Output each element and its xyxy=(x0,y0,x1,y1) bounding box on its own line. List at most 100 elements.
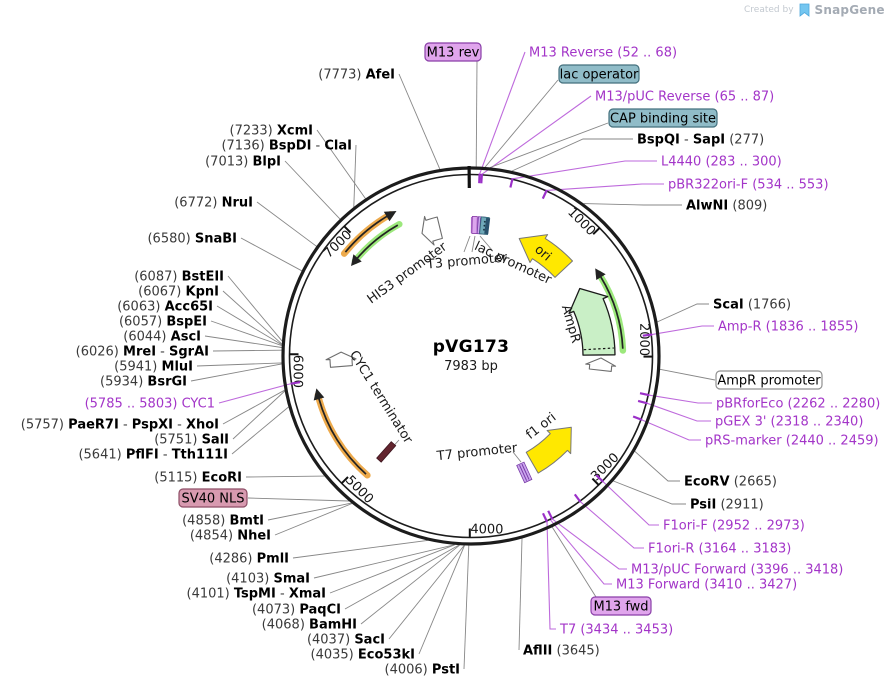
t7-promoter-label[interactable]: T7 promoter xyxy=(435,441,518,465)
leader-line xyxy=(479,51,526,175)
map-label-6063-acc65i[interactable]: (6063) Acc65I xyxy=(117,300,213,315)
leader-line xyxy=(204,335,282,348)
map-label-4037-saci[interactable]: (4037) SacI xyxy=(307,633,385,648)
leader-line xyxy=(256,201,317,247)
label-part: SalI xyxy=(202,433,229,448)
map-label-bspqi-sapi-277[interactable]: BspQI - SapI (277) xyxy=(637,133,764,148)
t3-promoter-label[interactable]: T3 promoter xyxy=(425,250,508,272)
map-label-m13-puc-reverse-65-87[interactable]: M13/pUC Reverse (65 .. 87) xyxy=(595,90,774,105)
map-label-t7-3434-3453[interactable]: T7 (3434 .. 3453) xyxy=(559,623,673,638)
watermark-created-by: Created by xyxy=(744,5,794,15)
map-label-7013-blpi[interactable]: (7013) BlpI xyxy=(205,155,281,170)
map-label-5757-paer7i-pspxi-xhoi[interactable]: (5757) PaeR7I - PspXI - XhoI xyxy=(21,418,219,433)
map-label-aflii-3645[interactable]: AflII (3645) xyxy=(523,644,600,659)
map-label-f1ori-r-3164-3183[interactable]: F1ori-R (3164 .. 3183) xyxy=(648,542,791,557)
map-label-6067-kpni[interactable]: (6067) KpnI xyxy=(138,285,219,300)
his3-promoter-label[interactable]: HIS3 promoter xyxy=(365,239,451,307)
ampr-promoter-feature-box[interactable]: AmpR promoter xyxy=(715,370,823,390)
leader-line xyxy=(512,160,657,180)
cap-binding-site-feature-box[interactable]: CAP binding site xyxy=(608,108,718,128)
sv40-nls-feature-box[interactable]: SV40 NLS xyxy=(178,488,248,508)
label-part: (6087) xyxy=(134,270,181,285)
map-label-6057-bspei[interactable]: (6057) BspEI xyxy=(119,315,207,330)
orf-arc-left-orange[interactable] xyxy=(313,388,371,479)
map-label-alwni-809[interactable]: AlwNI (809) xyxy=(686,199,767,214)
map-label-prs-marker-2440-2459[interactable]: pRS-marker (2440 .. 2459) xyxy=(705,434,879,449)
m13-reverse-site-mark[interactable] xyxy=(471,216,478,234)
t7-promoter-site-mark-stripe xyxy=(521,463,530,480)
label-part: pBRforEco (2262 .. 2280) xyxy=(716,397,880,412)
map-label-4035-eco53ki[interactable]: (4035) Eco53kI xyxy=(311,648,415,663)
map-label-m13-puc-forward-3396-3418[interactable]: M13/pUC Forward (3396 .. 3418) xyxy=(631,563,843,578)
map-label-scai-1766[interactable]: ScaI (1766) xyxy=(713,298,791,313)
map-label-4068-bamhi[interactable]: (4068) BamHI xyxy=(262,618,357,633)
map-label-7136-bspdi-clai[interactable]: (7136) BspDI - ClaI xyxy=(221,139,352,154)
cap-binding-site-mark-dot xyxy=(483,220,486,223)
map-label-7233-xcmi[interactable]: (7233) XcmI xyxy=(230,124,314,139)
ampr-promoter-feature-box-rect xyxy=(715,370,823,390)
orf-arc-top-orange[interactable] xyxy=(340,211,397,257)
cyc1-terminator-arrow[interactable] xyxy=(325,351,357,368)
f1-ori-arrow[interactable] xyxy=(525,426,572,474)
map-label-4286-pmli[interactable]: (4286) PmlI xyxy=(209,552,289,567)
map-label-6580-snabi[interactable]: (6580) SnaBI xyxy=(147,232,237,247)
map-label-6772-nrui[interactable]: (6772) NruI xyxy=(174,196,253,211)
lac-promoter-site-mark[interactable] xyxy=(484,217,491,235)
map-label-6044-asci[interactable]: (6044) AscI xyxy=(123,330,201,345)
map-label-f1ori-f-2952-2973[interactable]: F1ori-F (2952 .. 2973) xyxy=(663,519,805,534)
label-part: SapI xyxy=(693,133,725,148)
his3-promoter-arrow[interactable] xyxy=(421,215,443,246)
leader-line xyxy=(216,305,283,346)
cap-binding-site-feature-box-rect xyxy=(608,108,718,128)
map-label-4854-nhei[interactable]: (4854) NheI xyxy=(190,529,271,544)
m13-rev-feature-box[interactable]: M13 rev xyxy=(424,42,482,62)
map-label-5941-mlui[interactable]: (5941) MluI xyxy=(114,360,193,375)
orf-arc-top-green[interactable] xyxy=(351,220,403,266)
map-label-5641-pflfi-tth111i[interactable]: (5641) PflFI - Tth111I xyxy=(78,448,228,463)
map-label-4858-bmti[interactable]: (4858) BmtI xyxy=(182,514,264,529)
label-part: SmaI xyxy=(273,572,310,587)
map-label-4073-paqci[interactable]: (4073) PaqCI xyxy=(252,603,341,618)
label-part: PmlI xyxy=(257,552,289,567)
map-label-pgex-3-2318-2340[interactable]: pGEX 3' (2318 .. 2340) xyxy=(715,415,863,430)
cyc1-terminator-mark[interactable] xyxy=(376,441,397,463)
leader-line xyxy=(659,368,716,381)
map-label-4006-psti[interactable]: (4006) PstI xyxy=(385,663,460,678)
map-label-5751-sali[interactable]: (5751) SalI xyxy=(154,433,229,448)
map-label-ecorv-2665[interactable]: EcoRV (2665) xyxy=(684,475,777,490)
map-label-5115-ecori[interactable]: (5115) EcoRI xyxy=(154,471,242,486)
orf-arc-right-green[interactable] xyxy=(595,268,627,354)
map-label-6087-bsteii[interactable]: (6087) BstEII xyxy=(134,270,224,285)
label-part: PspXI xyxy=(132,418,173,433)
map-label-m13-reverse-52-68[interactable]: M13 Reverse (52 .. 68) xyxy=(529,46,677,61)
t7-promoter-site-mark[interactable] xyxy=(516,461,533,484)
map-label-7773-afei[interactable]: (7773) AfeI xyxy=(318,68,395,83)
ampr-promoter-arrow[interactable] xyxy=(585,357,617,372)
m13-fwd-feature-box[interactable]: M13 fwd xyxy=(590,596,652,616)
cyc1-terminator-label[interactable]: CYC1 terminator xyxy=(346,348,416,447)
leader-line xyxy=(463,235,471,253)
map-label-5934-bsrgi[interactable]: (5934) BsrGI xyxy=(100,375,187,390)
map-label-5785-5803-cyc1[interactable]: (5785 .. 5803) CYC1 xyxy=(85,397,215,412)
orf-arc-top-orange-head xyxy=(383,211,397,222)
leader-line xyxy=(651,325,714,336)
label-part: (4073) xyxy=(252,603,299,618)
map-label-pbr322ori-f-534-553[interactable]: pBR322ori-F (534 .. 553) xyxy=(668,178,829,193)
map-label-l4440-283-300[interactable]: L4440 (283 .. 300) xyxy=(661,155,782,170)
lac-operator-feature-box[interactable]: lac operator xyxy=(558,64,640,84)
label-part: (5751) xyxy=(154,433,201,448)
map-label-4103-smai[interactable]: (4103) SmaI xyxy=(226,572,310,587)
map-label-4101-tspmi-xmai[interactable]: (4101) TspMI - XmaI xyxy=(187,587,327,602)
label-part: EcoRV xyxy=(684,475,730,490)
leader-line xyxy=(657,303,709,323)
ampr-arrow[interactable] xyxy=(568,287,616,356)
map-label-psii-2911[interactable]: PsiI (2911) xyxy=(690,498,764,513)
map-label-6026-mrei-sgrai[interactable]: (6026) MreI - SgrAI xyxy=(76,345,209,360)
map-label-amp-r-1836-1855[interactable]: Amp-R (1836 .. 1855) xyxy=(718,320,859,335)
map-label-pbrforeco-2262-2280[interactable]: pBRforEco (2262 .. 2280) xyxy=(716,397,880,412)
map-label-m13-forward-3410-3427[interactable]: M13 Forward (3410 .. 3427) xyxy=(616,578,797,593)
leader-line xyxy=(613,480,686,505)
label-part: - xyxy=(276,587,289,602)
ori-arrow[interactable] xyxy=(518,234,573,278)
